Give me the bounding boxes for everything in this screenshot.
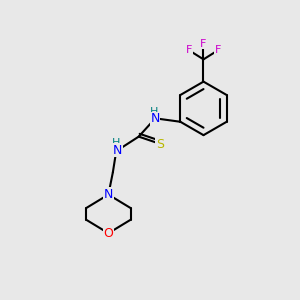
Text: S: S xyxy=(156,138,164,151)
Text: H: H xyxy=(149,107,158,117)
Text: F: F xyxy=(186,45,192,56)
Text: F: F xyxy=(200,39,207,49)
Text: N: N xyxy=(112,143,122,157)
Text: O: O xyxy=(103,227,113,240)
Text: F: F xyxy=(214,45,221,56)
Text: N: N xyxy=(104,188,113,201)
Text: N: N xyxy=(150,112,160,125)
Text: H: H xyxy=(112,139,120,148)
